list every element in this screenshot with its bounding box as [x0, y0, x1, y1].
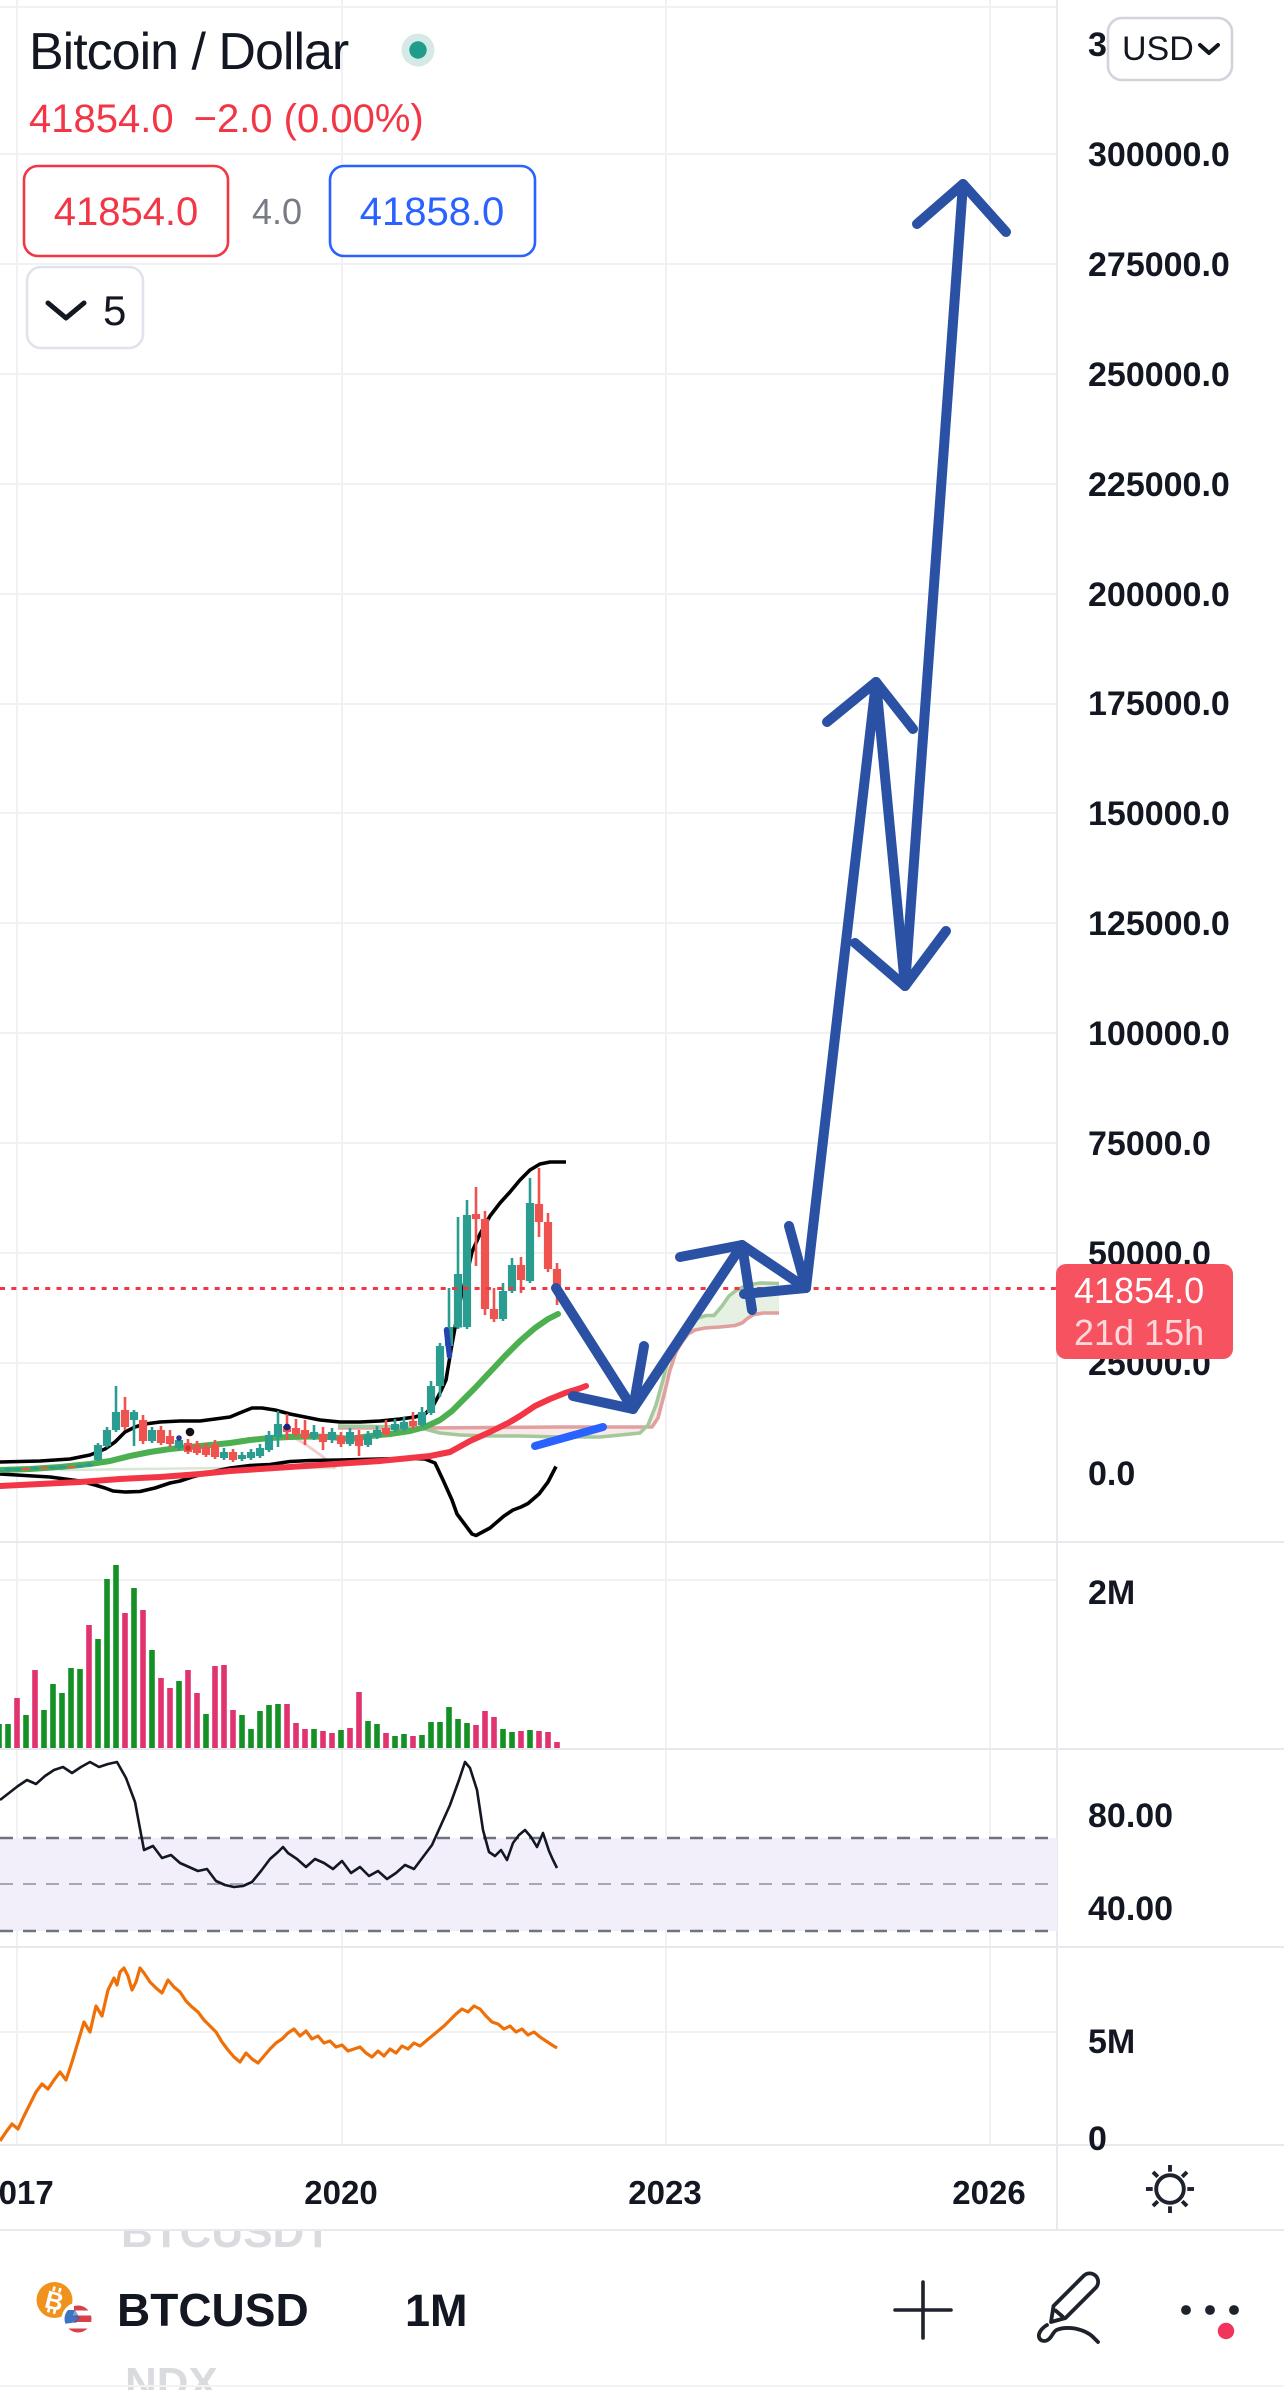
- svg-text:150000.0: 150000.0: [1088, 795, 1230, 833]
- svg-text:2023: 2023: [628, 2174, 701, 2211]
- svg-text:2026: 2026: [952, 2174, 1025, 2211]
- svg-text:225000.0: 225000.0: [1088, 466, 1230, 504]
- svg-text:300000.0: 300000.0: [1088, 136, 1230, 174]
- svg-text:5: 5: [103, 287, 126, 334]
- svg-text:5M: 5M: [1088, 2023, 1135, 2061]
- svg-text:80.00: 80.00: [1088, 1797, 1173, 1835]
- svg-text:275000.0: 275000.0: [1088, 246, 1230, 284]
- svg-text:BTCUSDT: BTCUSDT: [121, 2208, 331, 2257]
- svg-text:41854.0: 41854.0: [1074, 1270, 1204, 1311]
- svg-text:USD: USD: [1122, 30, 1194, 68]
- svg-text:100000.0: 100000.0: [1088, 1015, 1230, 1053]
- svg-text:1M: 1M: [405, 2285, 468, 2336]
- svg-text:Bitcoin / Dollar: Bitcoin / Dollar: [29, 23, 349, 81]
- svg-text:NDX: NDX: [125, 2359, 218, 2390]
- svg-text:125000.0: 125000.0: [1088, 905, 1230, 943]
- svg-text:41854.0 −2.0 (0.00%): 41854.0 −2.0 (0.00%): [29, 97, 424, 141]
- svg-text:40.00: 40.00: [1088, 1890, 1173, 1928]
- svg-text:41854.0: 41854.0: [54, 190, 199, 234]
- svg-text:41858.0: 41858.0: [360, 190, 505, 234]
- svg-text:0: 0: [1088, 2120, 1107, 2158]
- svg-text:75000.0: 75000.0: [1088, 1125, 1211, 1163]
- svg-text:2M: 2M: [1088, 1574, 1135, 1612]
- svg-text:21d 15h: 21d 15h: [1074, 1312, 1204, 1353]
- svg-text:BTCUSD: BTCUSD: [117, 2284, 309, 2336]
- svg-text:250000.0: 250000.0: [1088, 356, 1230, 394]
- svg-text:200000.0: 200000.0: [1088, 576, 1230, 614]
- svg-text:2020: 2020: [304, 2174, 377, 2211]
- svg-text:0.0: 0.0: [1088, 1455, 1135, 1493]
- svg-text:4.0: 4.0: [252, 191, 302, 232]
- svg-text:2017: 2017: [0, 2174, 54, 2211]
- svg-text:175000.0: 175000.0: [1088, 685, 1230, 723]
